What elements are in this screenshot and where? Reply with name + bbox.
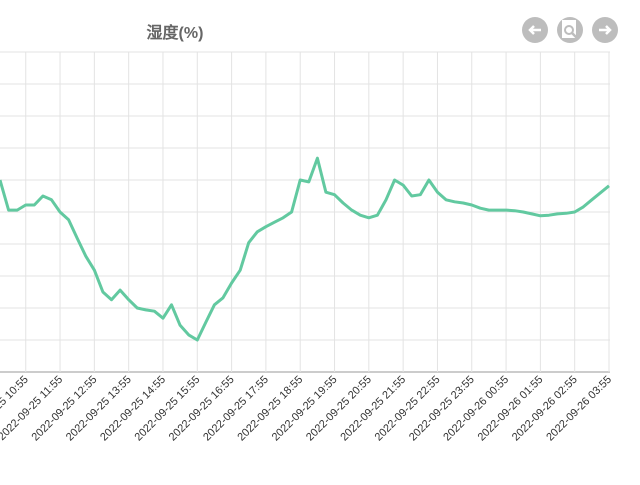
toolbar — [522, 17, 618, 43]
chart-title: 湿度(%) — [146, 23, 204, 42]
back-button[interactable] — [522, 17, 548, 43]
x-tick-label: 2022-09-26 03:55 — [544, 374, 614, 444]
series-line — [0, 156, 610, 342]
forward-button[interactable] — [592, 17, 618, 43]
zoom-button[interactable] — [557, 17, 583, 43]
